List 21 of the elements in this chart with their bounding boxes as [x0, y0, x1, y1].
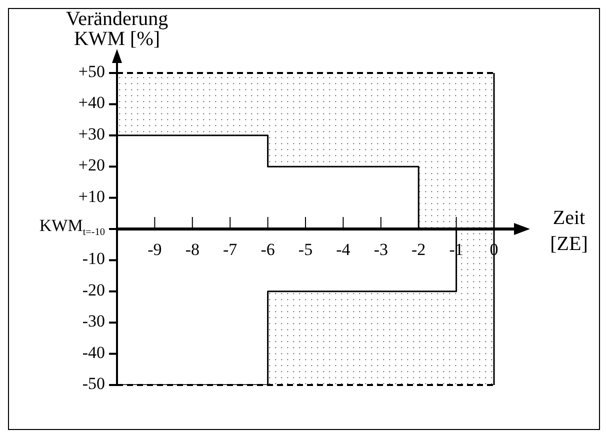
x-tick-label: -2: [412, 240, 426, 259]
y-tick-label: -20: [82, 280, 105, 300]
x-tick-label: -9: [148, 240, 162, 259]
y-tick-label: +30: [78, 124, 105, 144]
x-tick-label: -7: [223, 240, 238, 259]
x-tick-label: -3: [374, 240, 388, 259]
x-tick-label: -8: [185, 240, 200, 259]
x-axis-title: Zeit [ZE]: [549, 206, 589, 257]
x-tick-label: -5: [298, 240, 313, 259]
y-tick-label: +40: [78, 93, 105, 112]
y-tick-label: -50: [82, 374, 105, 393]
y-tick-label: -30: [82, 312, 105, 331]
y-axis-title: Veränderung KWM [%]: [64, 8, 170, 50]
y-tick-label: -40: [82, 342, 105, 362]
x-tick-label: -4: [336, 240, 351, 259]
y-tick-label: -10: [82, 249, 105, 268]
x-tick-label: -6: [260, 240, 275, 259]
y-tick-label: +10: [78, 186, 105, 206]
text: KWM$_{t=-10}$: [39, 216, 105, 238]
y-tick-label: +50: [78, 62, 105, 81]
y-tick-label: +20: [78, 156, 105, 175]
